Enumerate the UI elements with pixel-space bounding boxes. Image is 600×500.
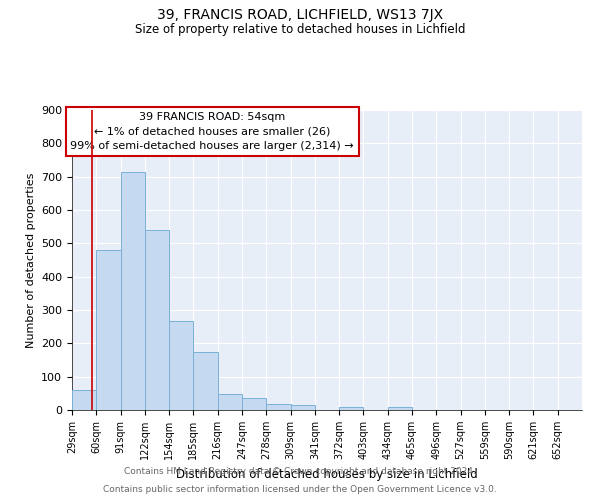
Y-axis label: Number of detached properties: Number of detached properties [26, 172, 35, 348]
Bar [193, 352, 218, 410]
Bar [169, 320, 193, 410]
Bar [121, 172, 145, 410]
X-axis label: Distribution of detached houses by size in Lichfield: Distribution of detached houses by size … [176, 468, 478, 480]
Bar [339, 408, 364, 410]
Bar [290, 406, 315, 410]
Text: 39, FRANCIS ROAD, LICHFIELD, WS13 7JX: 39, FRANCIS ROAD, LICHFIELD, WS13 7JX [157, 8, 443, 22]
Bar [218, 394, 242, 410]
Text: Size of property relative to detached houses in Lichfield: Size of property relative to detached ho… [135, 22, 465, 36]
Bar [145, 230, 169, 410]
Bar [242, 398, 266, 410]
Bar [266, 404, 290, 410]
Text: Contains public sector information licensed under the Open Government Licence v3: Contains public sector information licen… [103, 485, 497, 494]
Bar [388, 408, 412, 410]
Text: 39 FRANCIS ROAD: 54sqm
← 1% of detached houses are smaller (26)
99% of semi-deta: 39 FRANCIS ROAD: 54sqm ← 1% of detached … [70, 112, 354, 151]
Text: Contains HM Land Registry data © Crown copyright and database right 2024.: Contains HM Land Registry data © Crown c… [124, 467, 476, 476]
Bar [72, 390, 96, 410]
Bar [96, 250, 121, 410]
